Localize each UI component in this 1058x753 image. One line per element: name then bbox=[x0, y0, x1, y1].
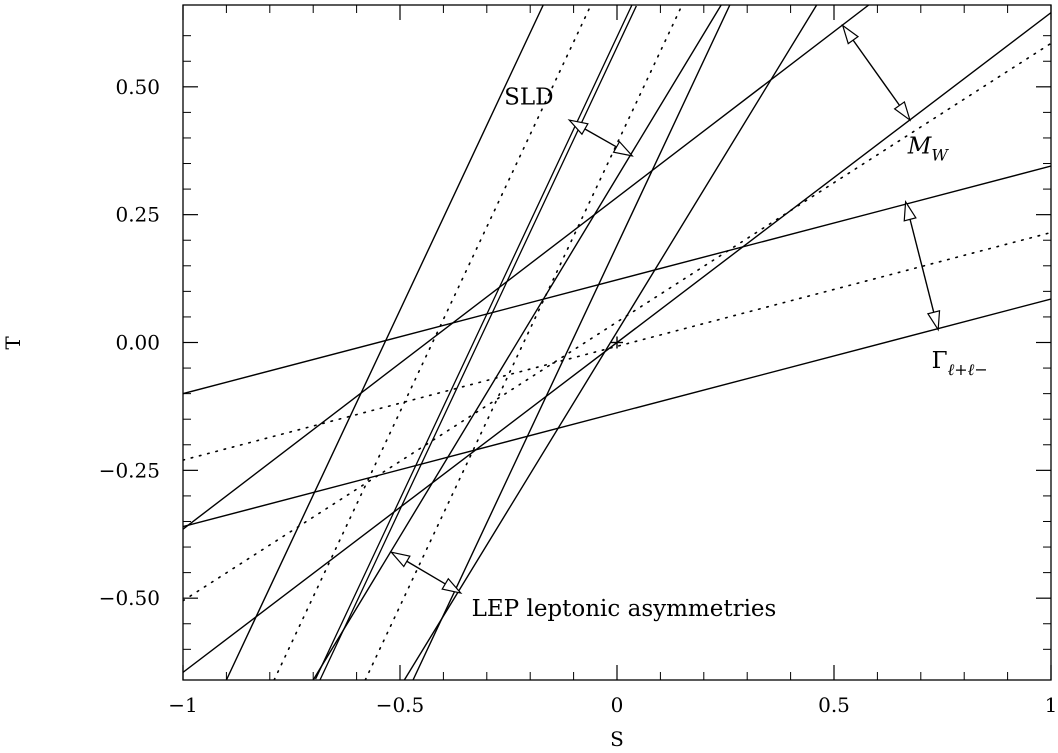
x-tick-label: 0.5 bbox=[818, 693, 850, 717]
band-line bbox=[312, 5, 722, 680]
y-tick-label: −0.50 bbox=[99, 586, 160, 610]
x-tick-label: −0.5 bbox=[376, 693, 425, 717]
band-line bbox=[183, 5, 870, 530]
arrow-head bbox=[841, 23, 860, 45]
band-line bbox=[183, 165, 1051, 395]
axis-ticks: −1 −0.5 0 0.5 1−0.50−0.250.000.250.50 bbox=[99, 5, 1058, 717]
y-tick-label: 0.00 bbox=[115, 331, 160, 355]
arrow-shaft bbox=[851, 38, 902, 108]
arrow-head bbox=[926, 310, 941, 332]
y-tick-label: 0.25 bbox=[115, 203, 160, 227]
y-tick-label: 0.50 bbox=[115, 75, 160, 99]
arrow-shaft bbox=[908, 217, 935, 315]
x-axis-label: S bbox=[610, 727, 624, 751]
y-axis-label: T bbox=[1, 336, 25, 350]
x-tick-label: 1 bbox=[1045, 693, 1058, 717]
band-line bbox=[403, 5, 818, 680]
band-width-arrows bbox=[389, 23, 941, 595]
x-tick-label: −1 bbox=[168, 693, 197, 717]
annotation-gamma: Γℓ+ℓ− bbox=[932, 348, 988, 379]
annotation-lep: LEP leptonic asymmetries bbox=[472, 596, 777, 622]
annotation-sld: SLD bbox=[504, 85, 553, 111]
arrow-shaft bbox=[404, 559, 448, 586]
band-line bbox=[183, 231, 1051, 461]
band-line bbox=[412, 5, 731, 680]
band-line bbox=[273, 5, 592, 680]
y-tick-label: −0.25 bbox=[99, 458, 160, 482]
arrow-shaft bbox=[582, 127, 619, 149]
band-line bbox=[364, 5, 683, 680]
arrow-head bbox=[567, 119, 589, 136]
band-central-line bbox=[319, 5, 637, 680]
band-line bbox=[183, 42, 1051, 602]
band-line bbox=[225, 5, 544, 680]
arrow-head bbox=[389, 551, 411, 568]
band-line bbox=[183, 298, 1051, 528]
arrow-head bbox=[893, 100, 912, 122]
arrow-head bbox=[441, 577, 463, 595]
arrow-head bbox=[612, 140, 634, 157]
arrow-head bbox=[903, 200, 917, 222]
plot-lines bbox=[183, 5, 1051, 680]
annotation-mw: MW bbox=[907, 133, 950, 164]
x-tick-label: 0 bbox=[611, 693, 624, 717]
band-central-line bbox=[314, 5, 633, 680]
chart-annotations: SLD LEP leptonic asymmetries MW Γℓ+ℓ− bbox=[472, 85, 988, 622]
